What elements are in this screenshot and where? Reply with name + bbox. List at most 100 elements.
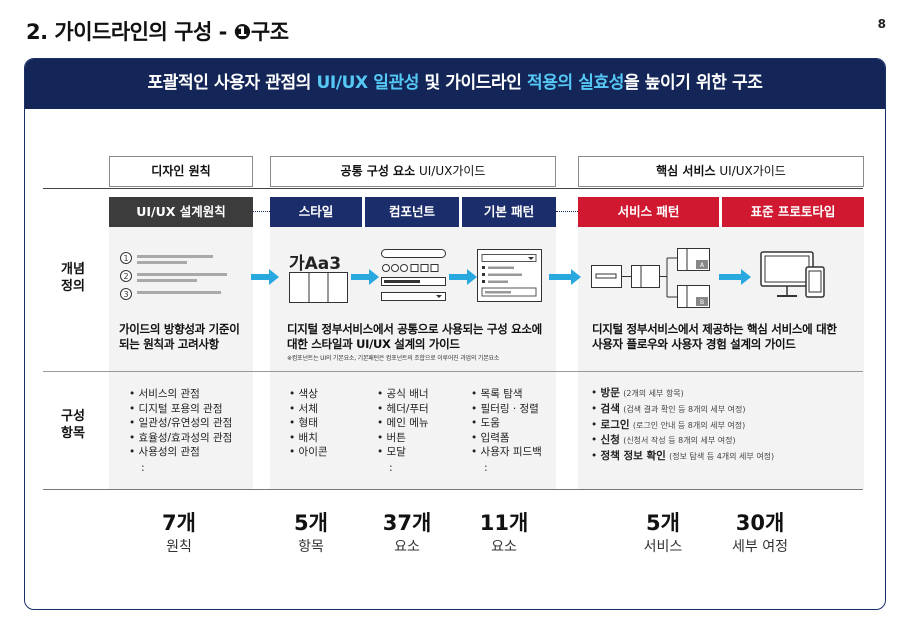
banner-text-1: 포괄적인 사용자 관점의 xyxy=(147,73,317,93)
tab-standard-prototype: 표준 프로토타입 xyxy=(722,197,864,227)
banner-highlight-consistency: UI/UX 일관성 xyxy=(316,73,420,93)
total-unit-component: 요소 xyxy=(394,539,420,555)
total-unit-journeys: 세부 여정 xyxy=(732,539,788,555)
total-count-principles: 7개 xyxy=(162,511,196,535)
arrow-icon xyxy=(549,269,581,285)
list-item: 디지털 포용의 관점 xyxy=(129,402,232,417)
total-count-services: 5개 xyxy=(646,511,680,535)
common-definition-1: 디지털 정부서비스에서 공통으로 사용되는 구성 요소에 xyxy=(287,322,542,336)
list-item: 신청 (신청서 작성 등 8개의 세부 여정) xyxy=(591,433,774,449)
devices-illustration xyxy=(760,251,825,298)
total-unit-principles: 원칙 xyxy=(166,539,192,555)
list-item: 정책 정보 확인 (정보 탐색 등 4개의 세부 여정) xyxy=(591,449,775,465)
common-definition: 디지털 정부서비스에서 공통으로 사용되는 구성 요소에 대한 스타일과 UI/… xyxy=(287,322,542,352)
list-item: 목록 탐색 xyxy=(471,387,542,402)
total-unit-services: 서비스 xyxy=(643,539,683,555)
style-items-list: 색상 서체 형태 배치 아이콘 xyxy=(289,387,328,460)
list-item: 도움 xyxy=(471,416,542,431)
list-item: 사용성의 관점 xyxy=(129,445,232,460)
core-definition-2: 사용자 플로우와 사용자 경험 설계의 가이드 xyxy=(592,337,796,351)
tab-service-pattern: 서비스 패턴 xyxy=(578,197,719,227)
core-definition-1: 디지털 정부서비스에서 제공하는 핵심 서비스에 대한 xyxy=(592,322,837,336)
arrow-icon xyxy=(251,269,279,285)
row-label-items: 구성 항목 xyxy=(53,408,93,442)
header-core-bold: 핵심 서비스 xyxy=(656,164,716,178)
tab-style: 스타일 xyxy=(270,197,362,227)
design-definition-2: 되는 원칙과 고려사항 xyxy=(119,337,219,351)
list-item: 공식 배너 xyxy=(377,387,429,402)
list-item: 버튼 xyxy=(377,431,429,446)
design-definition-1: 가이드의 방향성과 기준이 xyxy=(119,322,240,336)
row-separator xyxy=(43,371,863,372)
tab-design-principles: UI/UX 설계원칙 xyxy=(109,197,253,227)
tab-connector-1 xyxy=(253,211,270,212)
svg-text:3: 3 xyxy=(123,290,128,299)
list-item: 서체 xyxy=(289,402,328,417)
list-item: 로그인 (로그인 안내 등 8개의 세부 여정) xyxy=(591,418,774,434)
total-count-component: 37개 xyxy=(382,511,432,535)
list-item: 형태 xyxy=(289,416,328,431)
header-rule xyxy=(43,188,863,189)
arrow-icon xyxy=(719,269,751,285)
banner: 포괄적인 사용자 관점의 UI/UX 일관성 및 가이드라인 적용의 실효성을 … xyxy=(25,59,885,109)
style-sample-text: 가Aa3 xyxy=(289,254,342,274)
total-unit-style: 항목 xyxy=(298,539,324,555)
list-item: 메인 메뉴 xyxy=(377,416,429,431)
list-item: 효율성/효과성의 관점 xyxy=(129,431,233,446)
page-number: 8 xyxy=(877,17,886,31)
row-label-definition-2: 정의 xyxy=(61,279,85,294)
list-item: 배치 xyxy=(289,431,328,446)
bottom-separator xyxy=(43,489,863,490)
header-common-thin: UI/UX가이드 xyxy=(415,164,486,178)
list-item: 모달 xyxy=(377,445,429,460)
row-label-items-2: 항목 xyxy=(61,426,85,441)
tab-basic-pattern: 기본 패턴 xyxy=(462,197,556,227)
total-count-style: 5개 xyxy=(294,511,328,535)
list-item: 아이콘 xyxy=(289,445,328,460)
row-label-definition: 개념 정의 xyxy=(53,261,93,295)
svg-text:1: 1 xyxy=(123,254,128,263)
design-items-ellipsis: : xyxy=(141,461,145,474)
component-items-list: 공식 배너 헤더/푸터 메인 메뉴 버튼 모달 xyxy=(377,387,429,460)
pattern-items-list: 목록 탐색 필터링 · 정렬 도움 입력폼 사용자 피드백 xyxy=(471,387,542,460)
list-item: 서비스의 관점 xyxy=(129,387,232,402)
principles-list-illustration: 1 2 3 xyxy=(120,252,227,300)
svg-text:2: 2 xyxy=(123,272,128,281)
list-item: 검색 (검색 결과 확인 등 8개의 세부 여정) xyxy=(591,402,774,418)
tab-connector-2 xyxy=(556,211,578,212)
common-definition-note: ※컴포넌트는 UI의 기본요소, 기본패턴은 컴포넌트의 조합으로 이루어진 과… xyxy=(287,355,500,362)
component-illustration xyxy=(381,249,446,301)
structure-frame: 포괄적인 사용자 관점의 UI/UX 일관성 및 가이드라인 적용의 실효성을 … xyxy=(24,58,886,610)
list-item: 색상 xyxy=(289,387,328,402)
header-core-services: 핵심 서비스 UI/UX가이드 xyxy=(578,156,864,187)
header-common-components: 공통 구성 요소 UI/UX가이드 xyxy=(270,156,556,187)
design-items-list: 서비스의 관점 디지털 포용의 관점 일관성/유연성의 관점 효율성/효과성의 … xyxy=(129,387,233,460)
banner-text-3: 을 높이기 위한 구조 xyxy=(623,73,763,93)
list-item: 방문 (2개의 세부 항목) xyxy=(591,386,774,402)
design-definition: 가이드의 방향성과 기준이 되는 원칙과 고려사항 xyxy=(119,322,240,352)
header-core-thin: UI/UX가이드 xyxy=(715,164,786,178)
pattern-items-ellipsis: : xyxy=(484,461,488,474)
list-item: 헤더/푸터 xyxy=(377,402,429,417)
common-definition-2: 대한 스타일과 UI/UX 설계의 가이드 xyxy=(287,337,460,351)
banner-text-2: 및 가이드라인 xyxy=(419,73,527,93)
list-item: 필터링 · 정렬 xyxy=(471,402,542,417)
banner-highlight-effectiveness: 적용의 실효성 xyxy=(527,73,624,93)
service-items-list: 방문 (2개의 세부 항목) 검색 (검색 결과 확인 등 8개의 세부 여정)… xyxy=(591,386,775,465)
arrow-icon xyxy=(449,269,477,285)
row-label-definition-1: 개념 xyxy=(61,262,85,277)
arrow-icon xyxy=(351,269,379,285)
list-item: 입력폼 xyxy=(471,431,542,446)
total-unit-pattern: 요소 xyxy=(491,539,517,555)
header-design-label: 디자인 원칙 xyxy=(151,164,211,178)
slide-title: 2. 가이드라인의 구성 - ❶구조 xyxy=(26,20,289,44)
total-count-pattern: 11개 xyxy=(479,511,529,535)
header-design-principles: 디자인 원칙 xyxy=(109,156,253,187)
row-label-items-1: 구성 xyxy=(61,409,85,424)
service-flow-illustration: A B xyxy=(591,248,710,308)
svg-text:A: A xyxy=(700,262,705,269)
header-common-bold: 공통 구성 요소 xyxy=(340,164,416,178)
list-item: 사용자 피드백 xyxy=(471,445,542,460)
component-items-ellipsis: : xyxy=(389,461,393,474)
core-definition: 디지털 정부서비스에서 제공하는 핵심 서비스에 대한 사용자 플로우와 사용자… xyxy=(592,322,837,352)
